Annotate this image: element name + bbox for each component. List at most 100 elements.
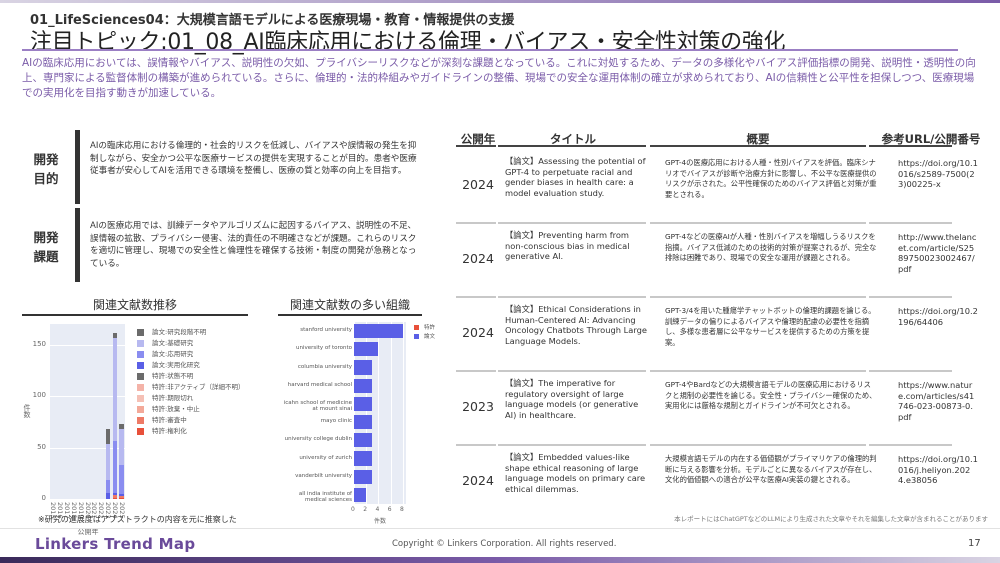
gridline: [50, 447, 125, 449]
y-tick-label: 100: [32, 391, 46, 400]
brand-logo: Linkers Trend Map: [35, 535, 196, 553]
cell-year: 2024: [462, 473, 494, 488]
legend-swatch: [137, 427, 144, 435]
org-bar: [354, 487, 367, 502]
row-divider: [869, 444, 952, 446]
org-label: university of zurich: [299, 454, 352, 461]
copyright-text: Copyright © Linkers Corporation. All rig…: [392, 539, 617, 549]
goal-label-line-2: 目的: [33, 171, 59, 186]
goal-label-line-2: 課題: [33, 249, 59, 264]
bar-segment: [105, 429, 111, 445]
legend-swatch: [137, 350, 144, 358]
legend-swatch: [414, 334, 419, 339]
legend-label: 特許:権利化: [152, 427, 187, 435]
org-bar: [354, 324, 403, 339]
row-divider: [498, 444, 646, 446]
chart-footnote: ※研究の進展度はアブストラクトの内容を元に推察した: [38, 515, 237, 524]
llm-disclaimer: 本レポートにはChatGPTなどのLLMにより生成された文章やそれを編集した文章…: [674, 515, 988, 523]
legend-item: 特許:放棄・中止: [137, 405, 200, 415]
legend-item: 特許: [414, 324, 435, 334]
goal-section-purpose: 開発 目的 AIの臨床応用における倫理的・社会的リスクを低減し、バイアスや誤情報…: [28, 128, 428, 206]
legend-label: 論文:研究段階不明: [152, 328, 207, 336]
legend-label: 特許:期限切れ: [152, 394, 194, 402]
x-tick-label: 4: [375, 506, 380, 513]
plot-area: [50, 324, 125, 499]
cell-year: 2023: [462, 399, 494, 414]
goal-text: AIの臨床応用における倫理的・社会的リスクを低減し、バイアスや誤情報の発生を抑制…: [90, 141, 417, 176]
org-label: vanderbilt university: [295, 472, 352, 479]
org-bar: [354, 433, 373, 448]
gridline: [354, 322, 355, 504]
legend-label: 論文:応用研究: [152, 350, 194, 358]
bar-segment: [112, 333, 117, 339]
goal-section-issues: 開発 課題 AIの医療応用では、訓練データやアルゴリズムに起因するバイアス、説明…: [28, 208, 428, 286]
org-label: university of toronto: [295, 345, 352, 352]
gridline: [390, 322, 392, 504]
row-divider: [650, 222, 866, 224]
cell-url: http://www.thelancet.com/article/S258975…: [898, 232, 977, 274]
bar-segment: [112, 494, 117, 498]
bottom-accent-bar: [0, 557, 1000, 563]
legend-swatch: [414, 325, 419, 330]
bar-segment: [112, 497, 117, 499]
org-bar: [354, 342, 379, 357]
goal-text: AIの医療応用では、訓練データやアルゴリズムに起因するバイアス、説明性の不足、誤…: [90, 221, 417, 269]
bar-segment: [105, 480, 111, 493]
cell-title: 【論文】Assessing the potential of GPT-4 to …: [505, 156, 646, 198]
row-divider: [456, 296, 496, 298]
x-tick-label: 6: [387, 506, 392, 513]
bar-segment: [112, 492, 117, 495]
org-label: university college dublin: [284, 436, 352, 443]
cell-summary: GPT-4などの医療AIが人種・性別バイアスを増幅しうるリスクを指摘。バイアス低…: [665, 232, 877, 262]
row-divider: [456, 444, 496, 446]
legend-label: 論文: [424, 334, 436, 340]
goal-label: 開発 課題: [28, 228, 64, 266]
bar-segment: [105, 444, 111, 481]
goal-bar: [75, 208, 80, 282]
cell-year: 2024: [462, 177, 494, 192]
gridline: [50, 499, 125, 500]
gridline: [366, 322, 368, 504]
legend-label: 特許:審査中: [152, 416, 187, 424]
row-divider: [869, 296, 952, 298]
legend-label: 特許:放棄・中止: [152, 405, 200, 413]
cell-year: 2024: [462, 251, 494, 266]
row-divider: [650, 296, 866, 298]
cell-title: 【論文】Embedded values-like shape ethical r…: [505, 452, 646, 494]
title-divider: [22, 49, 958, 51]
legend-swatch: [137, 394, 144, 402]
header-rule: [498, 145, 646, 147]
bar-segment: [112, 338, 117, 442]
legend-swatch: [137, 339, 144, 347]
page-number: 17: [968, 538, 981, 549]
col-header-title: タイトル: [550, 132, 596, 146]
bar-segment: [119, 465, 124, 494]
legend-swatch: [137, 405, 144, 413]
legend-item: 特許:状態不明: [137, 372, 193, 382]
row-divider: [869, 370, 952, 372]
cell-url: https://www.nature.com/articles/s41746-0…: [898, 380, 975, 422]
row-divider: [869, 222, 952, 224]
y-tick-label: 50: [37, 442, 46, 451]
cell-year: 2024: [462, 325, 494, 340]
cell-title: 【論文】Preventing harm from non-conscious b…: [505, 230, 630, 261]
cell-summary: GPT-3/4を用いた腫瘍学チャットボットの倫理的課題を論じる。訓練データの偏り…: [665, 306, 876, 347]
gridline: [50, 344, 125, 346]
legend-label: 論文:実用化研究: [152, 361, 200, 369]
legend-swatch: [137, 416, 144, 424]
gridline: [378, 322, 380, 504]
org-bar: [354, 396, 373, 411]
cell-title: 【論文】Ethical Considerations in Human-Cent…: [505, 304, 647, 346]
y-tick-label: 150: [32, 339, 46, 348]
cell-url: https://doi.org/10.2196/64406: [898, 306, 978, 327]
org-bar: [354, 451, 373, 466]
gridline: [402, 322, 404, 504]
x-axis-label: 公開年: [77, 528, 99, 536]
x-axis-label: 件数: [374, 518, 387, 525]
bar-segment: [119, 495, 124, 498]
cell-summary: GPT-4やBardなどの大規模言語モデルの医療応用におけるリスクと規制の必要性…: [665, 380, 877, 410]
org-label: icahn school of medicine at mount sinai: [283, 399, 352, 412]
y-axis-label: 件数: [23, 403, 31, 418]
x-tick-label: 2: [363, 506, 368, 513]
legend-item: 特許:期限切れ: [137, 394, 193, 404]
